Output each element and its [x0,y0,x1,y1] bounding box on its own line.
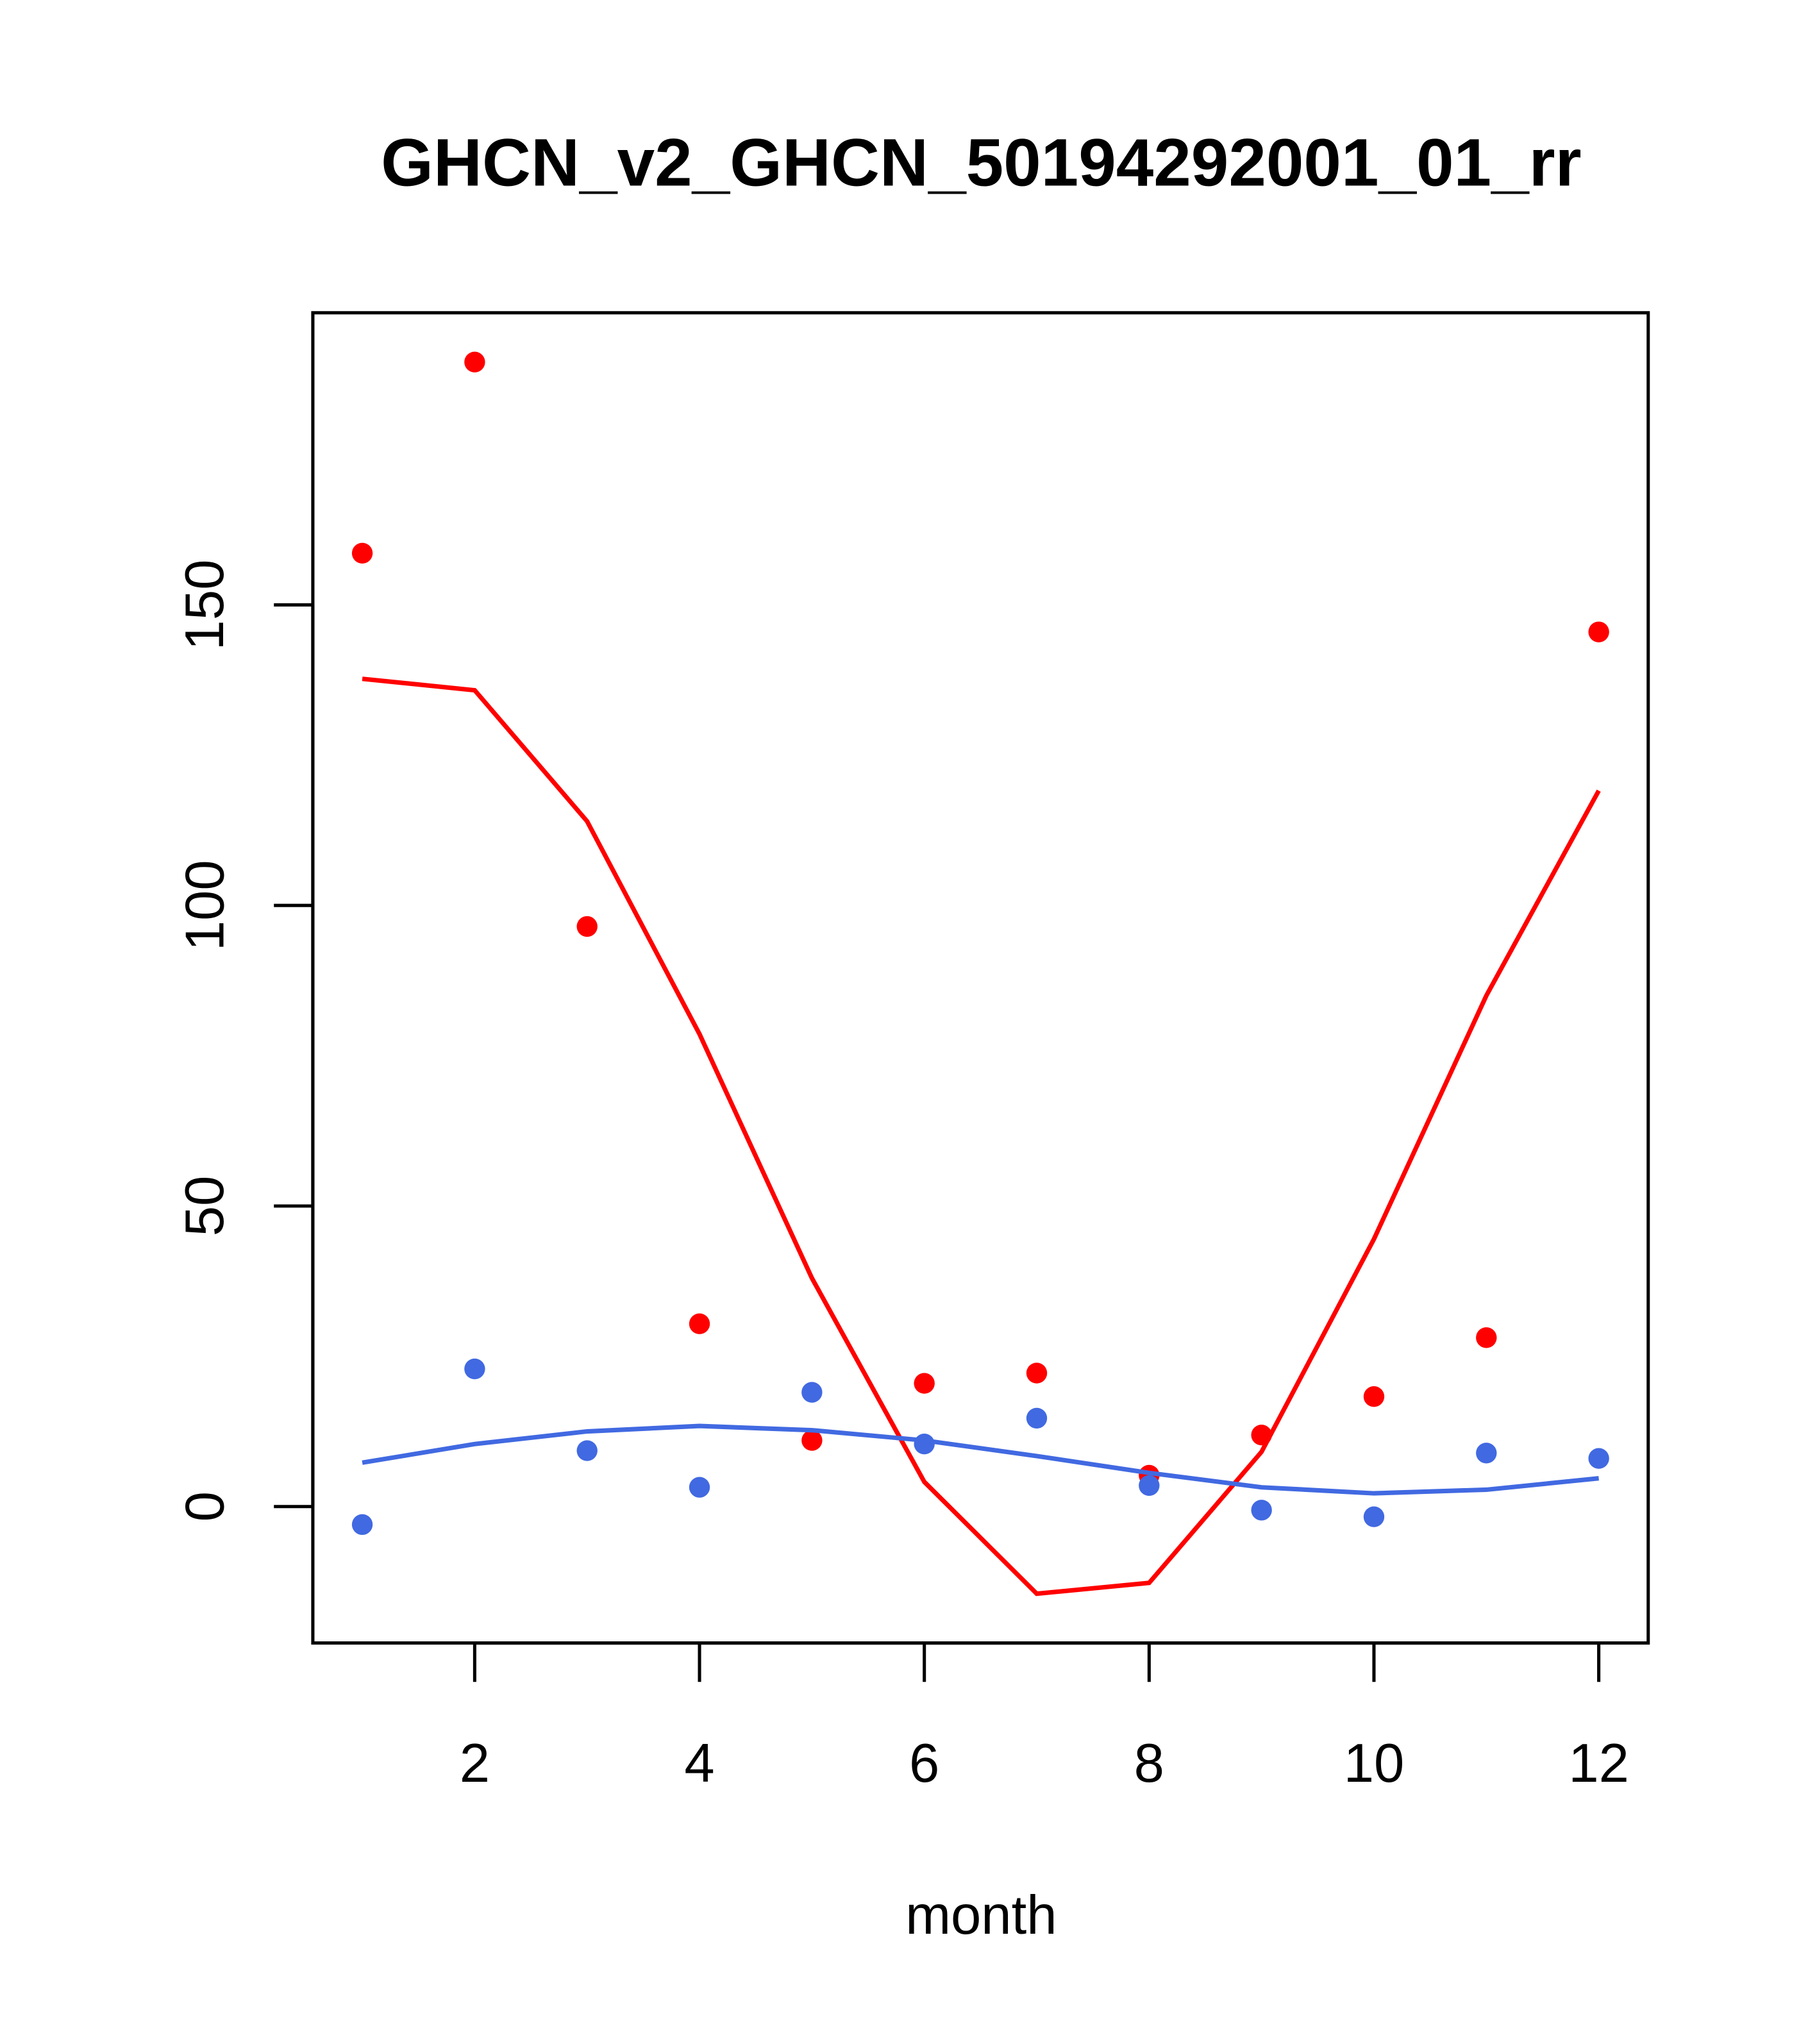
x-tick-label: 12 [1568,1733,1629,1794]
y-tick-label: 100 [174,860,235,951]
blue-points-point [1588,1448,1609,1469]
blue-points-point [1476,1443,1497,1464]
red-points-point [914,1373,935,1394]
x-tick-label: 8 [1134,1733,1164,1794]
x-tick-label: 10 [1344,1733,1405,1794]
blue-points-point [1026,1407,1048,1429]
y-tick-label: 0 [174,1491,235,1521]
blue-points-point [1139,1475,1160,1496]
y-tick-label: 50 [174,1176,235,1237]
red-points-point [464,351,485,373]
blue-points-point [464,1358,485,1380]
red-points-point [351,542,373,564]
blue-line-series [362,1423,1599,1496]
blue-points-point [576,1440,598,1461]
chart-title: GHCN_v2_GHCN_50194292001_01_rr [381,125,1581,200]
red-points-point [1476,1327,1497,1348]
blue-points-point [351,1514,373,1536]
x-tick-label: 2 [460,1733,490,1794]
blue-points-point [914,1434,935,1455]
blue-points-point [1251,1500,1272,1521]
red-line-series [362,676,1601,1596]
blue-points-point [1363,1506,1385,1527]
x-tick-label: 6 [909,1733,939,1794]
blue-points-point [689,1477,710,1498]
y-tick-label: 150 [174,560,235,651]
red-points-point [1363,1386,1385,1407]
red-points-point [1026,1362,1048,1384]
plot-frame [311,311,1650,1645]
red-points-point [689,1313,710,1334]
x-tick-label: 4 [684,1733,714,1794]
red-points-point [576,916,598,937]
red-points-point [801,1430,823,1451]
red-points-point [1588,621,1609,642]
blue-points-point [801,1382,823,1403]
x-axis-label: month [905,1885,1057,1946]
